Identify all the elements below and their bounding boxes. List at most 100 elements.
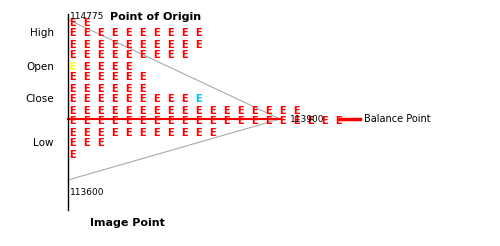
Text: E: E — [111, 117, 117, 126]
Text: E: E — [181, 127, 188, 138]
Text: E: E — [139, 73, 145, 82]
Text: E: E — [139, 117, 145, 126]
Text: E: E — [237, 106, 244, 116]
Text: E: E — [97, 138, 103, 149]
Text: E: E — [293, 117, 300, 126]
Text: E: E — [293, 106, 300, 116]
Text: E: E — [139, 106, 145, 116]
Text: E: E — [97, 127, 103, 138]
Text: E: E — [97, 73, 103, 82]
Text: E: E — [83, 127, 89, 138]
Text: E: E — [209, 106, 216, 116]
Text: E: E — [69, 50, 75, 61]
Text: E: E — [167, 94, 173, 105]
Text: Image Point: Image Point — [90, 218, 165, 228]
Text: E: E — [111, 40, 117, 49]
Text: E: E — [69, 40, 75, 49]
Text: E: E — [209, 127, 216, 138]
Text: E: E — [111, 62, 117, 72]
Text: E: E — [181, 50, 188, 61]
Text: E: E — [125, 62, 132, 72]
Text: E: E — [139, 29, 145, 39]
Text: E: E — [223, 117, 230, 126]
Text: E: E — [97, 29, 103, 39]
Text: E: E — [195, 29, 202, 39]
Text: Low: Low — [34, 138, 54, 149]
Text: E: E — [153, 117, 160, 126]
Text: E: E — [265, 117, 272, 126]
Text: E: E — [83, 50, 89, 61]
Text: E: E — [69, 127, 75, 138]
Text: 114775: 114775 — [70, 12, 104, 21]
Text: 113600: 113600 — [70, 188, 104, 197]
Text: E: E — [125, 50, 132, 61]
Text: High: High — [30, 29, 54, 39]
Text: E: E — [167, 117, 173, 126]
Text: Point of Origin: Point of Origin — [110, 12, 201, 22]
Text: E: E — [83, 73, 89, 82]
Text: E: E — [69, 106, 75, 116]
Text: E: E — [83, 62, 89, 72]
Text: E: E — [195, 106, 202, 116]
Text: 113900: 113900 — [290, 114, 324, 123]
Text: E: E — [181, 29, 188, 39]
Text: E: E — [167, 127, 173, 138]
Text: E: E — [181, 40, 188, 49]
Text: Open: Open — [26, 62, 54, 72]
Text: E: E — [125, 106, 132, 116]
Text: E: E — [167, 29, 173, 39]
Text: E: E — [279, 106, 285, 116]
Text: E: E — [83, 40, 89, 49]
Text: E: E — [237, 117, 244, 126]
Text: E: E — [125, 83, 132, 93]
Text: E: E — [111, 50, 117, 61]
Text: E: E — [83, 138, 89, 149]
Text: E: E — [139, 127, 145, 138]
Text: E: E — [153, 50, 160, 61]
Text: E: E — [69, 73, 75, 82]
Text: E: E — [195, 94, 202, 105]
Text: E: E — [181, 94, 188, 105]
Text: E: E — [69, 138, 75, 149]
Text: E: E — [69, 83, 75, 93]
Text: E: E — [111, 29, 117, 39]
Text: E: E — [153, 94, 160, 105]
Text: E: E — [83, 94, 89, 105]
Text: E: E — [265, 106, 272, 116]
Text: E: E — [251, 117, 258, 126]
Text: E: E — [97, 62, 103, 72]
Text: E: E — [167, 40, 173, 49]
Text: E: E — [307, 117, 314, 126]
Text: E: E — [69, 17, 75, 28]
Text: E: E — [251, 106, 258, 116]
Text: E: E — [125, 94, 132, 105]
Text: E: E — [153, 106, 160, 116]
Text: E: E — [83, 17, 89, 28]
Text: E: E — [125, 29, 132, 39]
Text: E: E — [209, 117, 216, 126]
Text: E: E — [97, 83, 103, 93]
Text: E: E — [83, 29, 89, 39]
Text: E: E — [125, 40, 132, 49]
Text: E: E — [69, 62, 75, 72]
Text: E: E — [111, 94, 117, 105]
Text: E: E — [111, 106, 117, 116]
Text: E: E — [97, 94, 103, 105]
Text: E: E — [97, 117, 103, 126]
Text: Close: Close — [26, 94, 54, 105]
Text: E: E — [97, 40, 103, 49]
Text: E: E — [69, 150, 75, 159]
Text: E: E — [167, 106, 173, 116]
Text: E: E — [69, 117, 75, 126]
Text: E: E — [139, 40, 145, 49]
Text: E: E — [125, 117, 132, 126]
Text: E: E — [139, 83, 145, 93]
Text: E: E — [153, 40, 160, 49]
Text: E: E — [279, 117, 285, 126]
Text: E: E — [83, 117, 89, 126]
Text: E: E — [223, 106, 230, 116]
Text: E: E — [335, 117, 342, 126]
Text: E: E — [97, 106, 103, 116]
Text: E: E — [83, 106, 89, 116]
Text: Balance Point: Balance Point — [364, 114, 430, 124]
